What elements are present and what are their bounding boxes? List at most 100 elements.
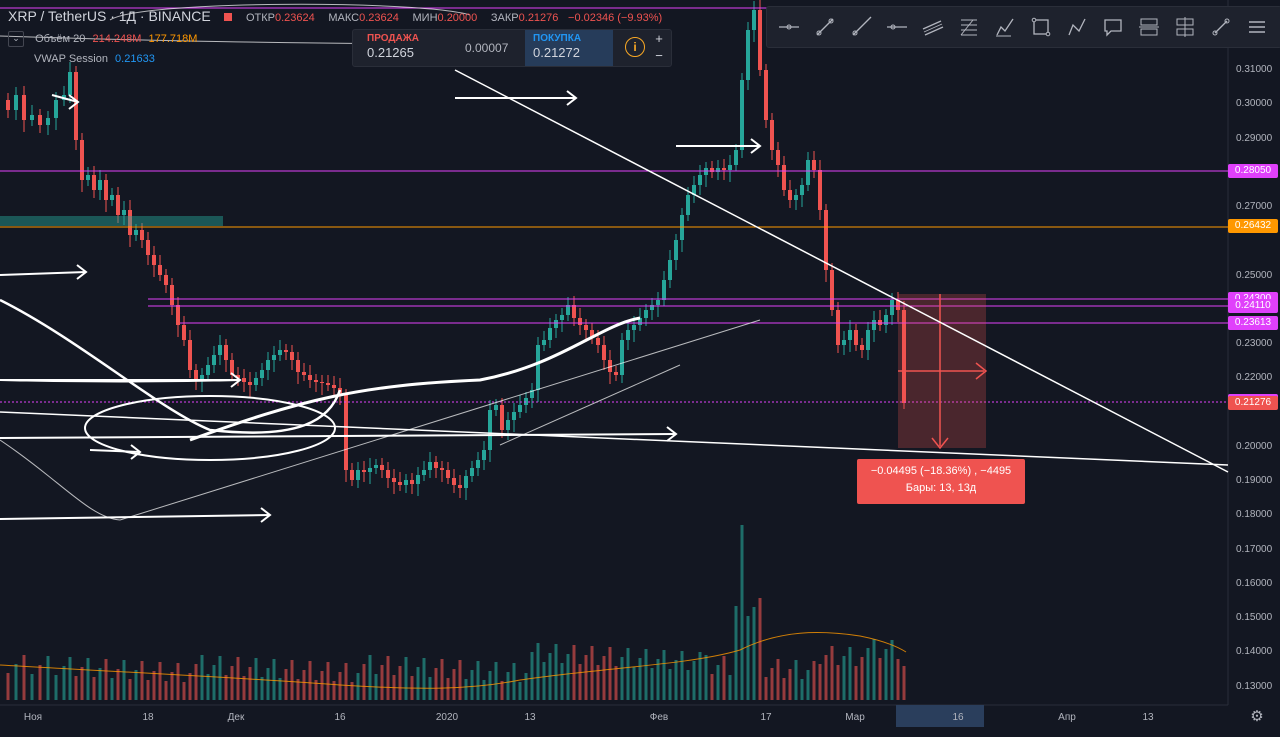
ellipse-drawing — [84, 395, 336, 461]
candle-body — [272, 355, 276, 360]
chevron-down-icon[interactable]: ⌄ — [8, 31, 24, 47]
volume-bar — [632, 667, 636, 700]
brush-icon[interactable] — [991, 13, 1019, 41]
date-tick: 16 — [952, 712, 964, 723]
volume-label[interactable]: Объём 20 — [35, 32, 86, 45]
candle-body — [542, 340, 546, 345]
candle-body — [500, 405, 504, 430]
minus-button[interactable]: − — [655, 48, 663, 63]
candle-body — [530, 390, 534, 398]
fib-retracement-icon[interactable] — [955, 13, 983, 41]
volume-bar — [656, 659, 660, 700]
volume-bar — [746, 616, 750, 700]
date-tick: Фев — [649, 712, 669, 723]
candle-body — [872, 320, 876, 330]
long-position-icon[interactable] — [1135, 13, 1163, 41]
candle-body — [614, 372, 618, 375]
candle-body — [200, 375, 204, 380]
arrow-drawing-head — [130, 444, 142, 460]
candle-body — [74, 72, 78, 140]
trend-line — [499, 364, 681, 446]
volume-bar — [224, 675, 228, 700]
candle-body — [428, 462, 432, 470]
trend-line — [0, 439, 121, 521]
price-tick: 0.18000 — [1236, 509, 1273, 521]
parallel-channel-icon[interactable] — [919, 13, 947, 41]
buy-button[interactable]: ПОКУПКА 0.21272 — [525, 30, 613, 66]
arrow-drawing-head — [666, 426, 678, 442]
arrow-drawing-head — [750, 138, 762, 154]
volume-bar — [140, 661, 144, 700]
trend-line-icon[interactable] — [811, 13, 839, 41]
candle-body — [794, 195, 798, 200]
candle-body — [812, 160, 816, 170]
volume-bar — [548, 653, 552, 700]
path-icon[interactable] — [1063, 13, 1091, 41]
arrow-drawing — [0, 271, 87, 276]
candle-body — [332, 385, 336, 388]
candle-body — [782, 165, 786, 190]
short-position-icon[interactable] — [1171, 13, 1199, 41]
volume-bar — [176, 663, 180, 700]
candle-body — [464, 476, 468, 488]
volume-bar — [134, 670, 138, 700]
horizontal-line-icon[interactable] — [775, 13, 803, 41]
volume-bar — [536, 643, 540, 700]
plus-button[interactable]: + — [655, 31, 663, 46]
candle-body — [266, 360, 270, 370]
volume-bar — [596, 665, 600, 700]
candle-body — [518, 405, 522, 412]
volume-bar — [800, 679, 804, 700]
vwap-label[interactable]: VWAP Session — [34, 53, 108, 65]
symbol-title[interactable]: XRP / TetherUS · 1Д · BINANCE — [8, 8, 211, 24]
volume-bar — [608, 647, 612, 700]
menu-icon[interactable] — [1243, 13, 1271, 41]
volume-bar — [764, 677, 768, 700]
measure-arrow-head — [975, 362, 988, 380]
rectangle-icon[interactable] — [1027, 13, 1055, 41]
price-tick: 0.22000 — [1236, 372, 1273, 384]
volume-bar — [74, 676, 78, 700]
support-zone — [0, 216, 223, 226]
high-value: 0.23624 — [359, 12, 399, 24]
low-value: 0.20000 — [437, 12, 478, 24]
candle-body — [638, 318, 642, 325]
volume-bar — [6, 673, 10, 700]
measure-bars: Бары: 13, 13д — [905, 482, 977, 494]
volume-bar — [674, 660, 678, 700]
volume-bar — [458, 660, 462, 700]
volume-bar — [260, 677, 264, 700]
candle-body — [278, 350, 282, 355]
candle-body — [830, 270, 834, 310]
candle-body — [566, 305, 570, 315]
volume-bar — [22, 655, 26, 700]
volume-bar — [278, 678, 282, 700]
price-tick: 0.27000 — [1236, 201, 1273, 212]
volume-bar — [308, 661, 312, 700]
volume-bar — [194, 664, 198, 700]
callout-icon[interactable] — [1099, 13, 1127, 41]
volume-bar — [680, 651, 684, 700]
horizontal-ray-icon[interactable] — [883, 13, 911, 41]
close-value: 0.21276 — [518, 12, 559, 24]
volume-bar — [734, 606, 738, 700]
volume-bar — [698, 652, 702, 700]
volume-bar — [896, 659, 900, 700]
volume-bar — [290, 660, 294, 700]
info-icon[interactable]: i — [625, 37, 645, 57]
volume-bar — [326, 662, 330, 700]
ray-icon[interactable] — [847, 13, 875, 41]
candle-body — [560, 315, 564, 320]
candle-body — [164, 275, 168, 285]
candle-body — [572, 305, 576, 318]
arrow-drawing-head — [76, 264, 88, 280]
candle-body — [740, 80, 744, 150]
gear-icon[interactable]: ⚙ — [1250, 708, 1264, 725]
sell-button[interactable]: ПРОДАЖА 0.21265 — [367, 33, 419, 60]
candle-body — [722, 168, 726, 170]
candle-body — [488, 410, 492, 450]
candle-body — [344, 395, 348, 470]
eraser-icon[interactable] — [1207, 13, 1235, 41]
